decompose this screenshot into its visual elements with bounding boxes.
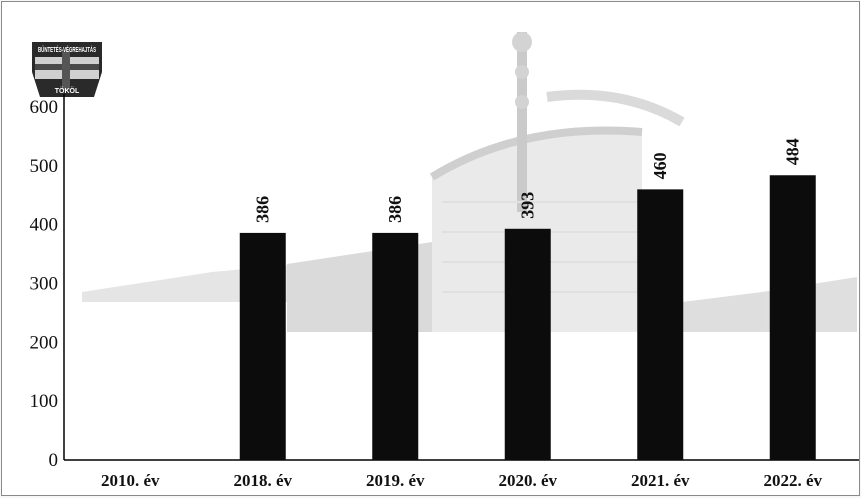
bars [239, 175, 816, 460]
value-labels: 386 386 393 460 484 [253, 138, 803, 223]
category-labels: 2010. év 2018. év 2019. év 2020. év 2021. év… [101, 471, 823, 490]
bar [504, 228, 551, 460]
x-category-label: 2022. év [763, 471, 822, 490]
y-tick-label: 0 [49, 450, 59, 471]
x-category-label: 2020. év [498, 471, 557, 490]
value-label: 460 [650, 152, 670, 179]
bar [372, 232, 419, 460]
y-tick-label: 600 [30, 97, 59, 118]
x-category-label: 2018. év [233, 471, 292, 490]
y-tick-label: 500 [30, 156, 59, 177]
bar [239, 232, 286, 460]
logo-top-text: BÜNTETÉS-VÉGREHAJTÁS [38, 45, 96, 54]
y-tick-label: 100 [30, 391, 59, 412]
y-tick-label: 400 [30, 215, 59, 236]
value-label: 386 [253, 196, 273, 223]
y-axis-ticks: 0 100 200 300 400 500 600 [30, 97, 59, 471]
x-category-label: 2021. év [631, 471, 690, 490]
x-category-label: 2010. év [101, 471, 160, 490]
y-tick-label: 300 [30, 274, 59, 295]
logo-emblem: BÜNTETÉS-VÉGREHAJTÁS TÖKÖL [32, 42, 102, 97]
value-label: 386 [385, 196, 405, 223]
logo-bottom-text: TÖKÖL [55, 86, 80, 95]
bar [769, 175, 816, 460]
background-building-photo [82, 32, 857, 332]
y-tick-label: 200 [30, 332, 59, 353]
bar [637, 189, 684, 460]
value-label: 393 [518, 192, 538, 219]
x-category-label: 2019. év [366, 471, 425, 490]
value-label: 484 [783, 138, 803, 165]
